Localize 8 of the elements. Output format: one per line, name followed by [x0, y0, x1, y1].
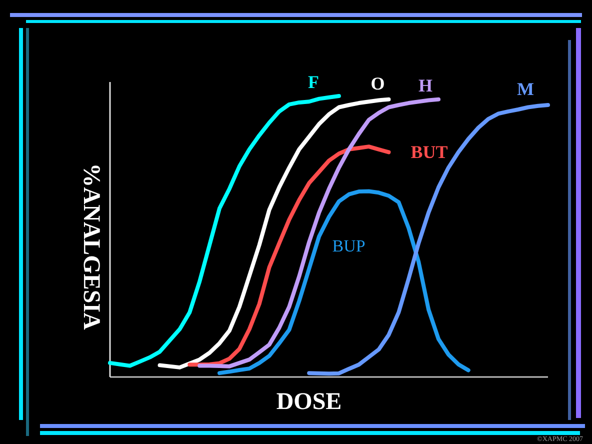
- series-label: BUP: [332, 236, 366, 256]
- y-axis-title: %ANALGESIA: [78, 163, 104, 331]
- x-axis-title: DOSE: [276, 389, 342, 415]
- series-label: M: [517, 78, 534, 99]
- series-label: F: [308, 72, 319, 92]
- series-label: O: [370, 73, 385, 94]
- series-label: H: [418, 75, 432, 96]
- series-label: BUT: [410, 142, 448, 162]
